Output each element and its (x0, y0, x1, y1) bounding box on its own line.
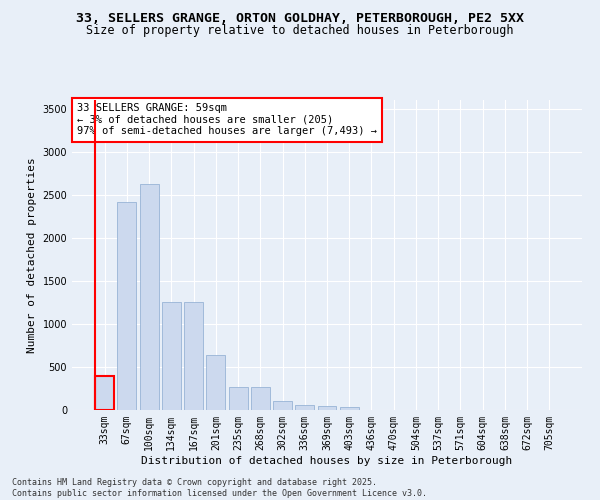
Bar (162, 302, 181, 410)
Text: Size of property relative to detached houses in Peterborough: Size of property relative to detached ho… (86, 24, 514, 37)
Bar (206, 355, 225, 410)
Bar (317, 406, 337, 410)
X-axis label: Distribution of detached houses by size in Peterborough: Distribution of detached houses by size … (142, 456, 512, 466)
Bar (273, 402, 292, 410)
Bar (229, 387, 248, 410)
Bar (340, 408, 359, 410)
Text: Contains HM Land Registry data © Crown copyright and database right 2025.
Contai: Contains HM Land Registry data © Crown c… (12, 478, 427, 498)
Bar (118, 202, 136, 410)
Text: 33 SELLERS GRANGE: 59sqm
← 3% of detached houses are smaller (205)
97% of semi-d: 33 SELLERS GRANGE: 59sqm ← 3% of detache… (77, 103, 377, 136)
Text: 33, SELLERS GRANGE, ORTON GOLDHAY, PETERBOROUGH, PE2 5XX: 33, SELLERS GRANGE, ORTON GOLDHAY, PETER… (76, 12, 524, 26)
Bar (95, 376, 114, 410)
Bar (140, 184, 158, 410)
Bar (251, 387, 270, 410)
Bar (295, 406, 314, 410)
Y-axis label: Number of detached properties: Number of detached properties (27, 157, 37, 353)
Bar (184, 302, 203, 410)
